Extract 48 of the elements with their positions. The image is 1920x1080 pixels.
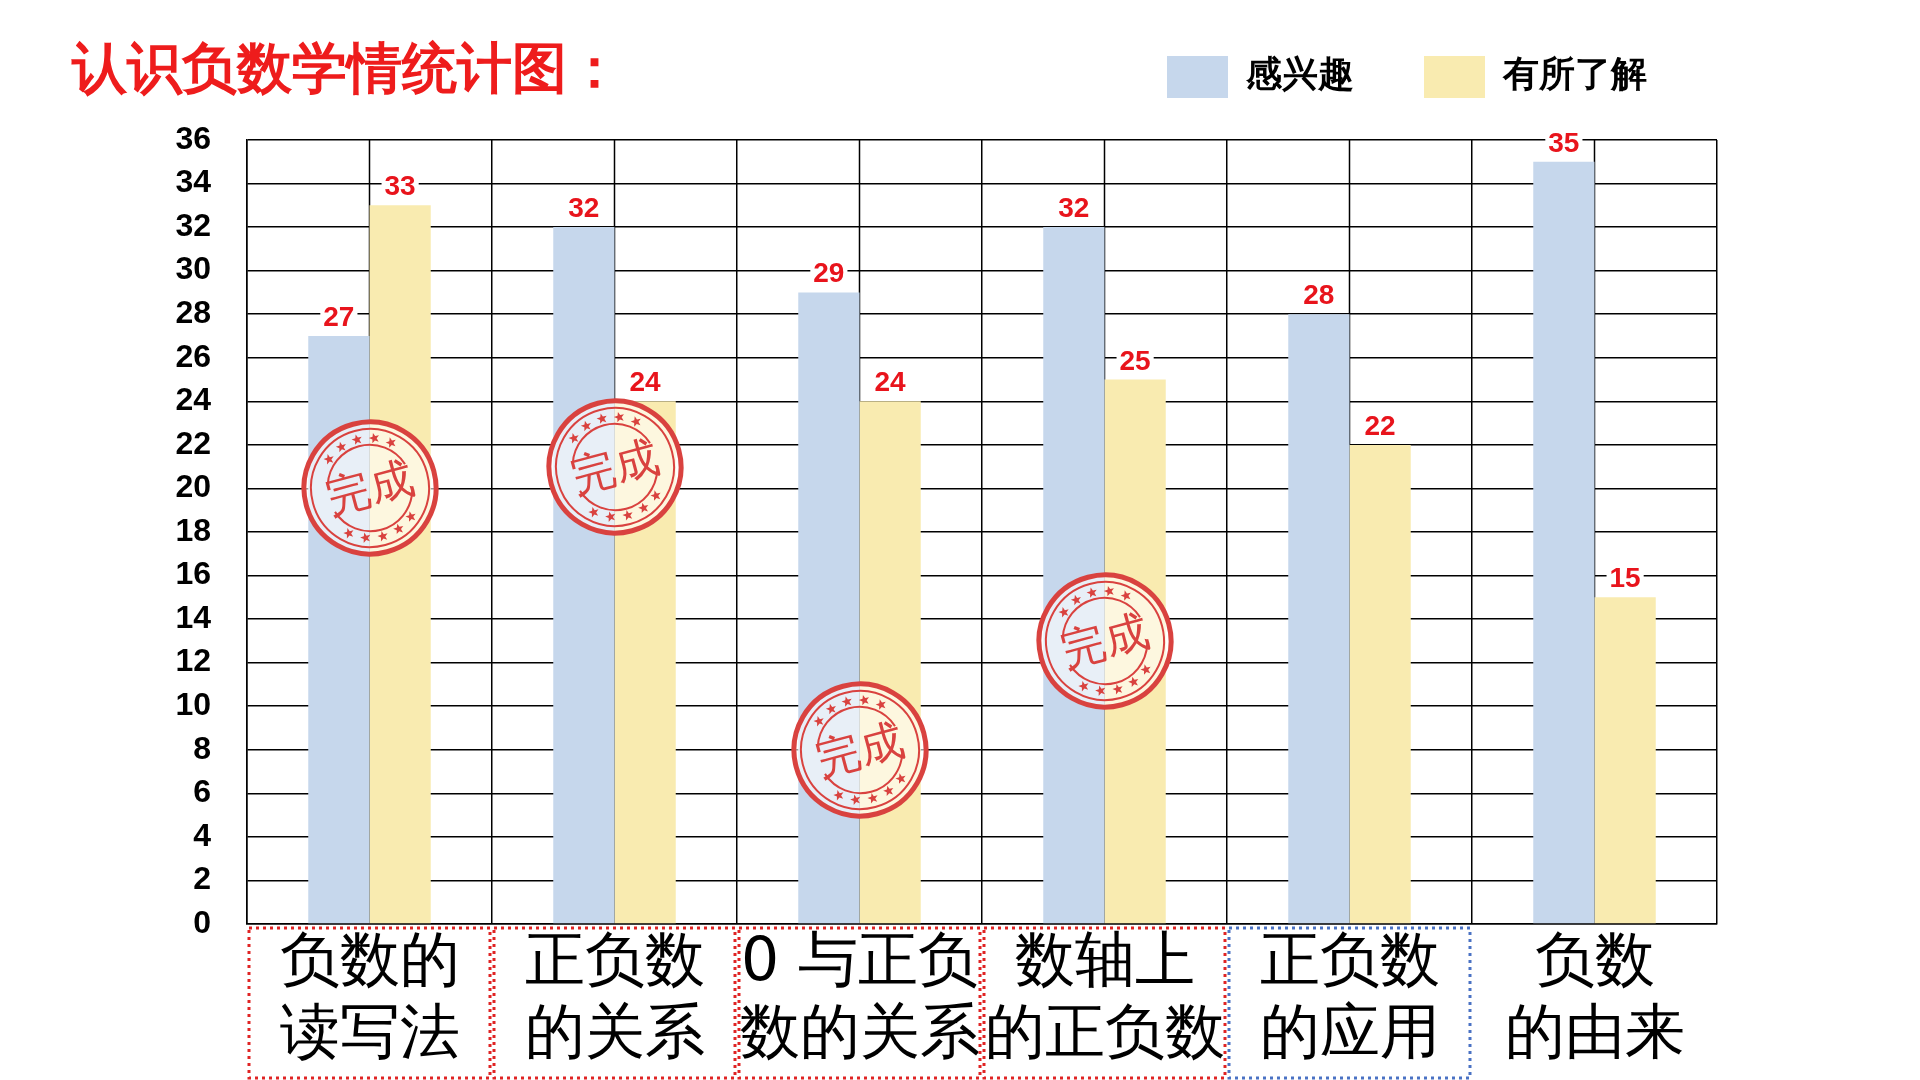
y-tick-label: 32 bbox=[175, 206, 211, 243]
legend-label: 感兴趣 bbox=[1245, 53, 1354, 95]
data-label: 29 bbox=[813, 257, 845, 289]
y-tick-label: 14 bbox=[175, 598, 212, 635]
annotation: 完成 bbox=[320, 451, 419, 524]
y-tick-label: 10 bbox=[175, 686, 211, 723]
data-label: 15 bbox=[1609, 562, 1641, 594]
y-tick-label: 28 bbox=[175, 294, 211, 331]
x-tick-label: 0 与正负数的关系 bbox=[739, 923, 980, 1066]
x-tick-label: 负数的由来 bbox=[1504, 923, 1685, 1066]
y-tick-label: 16 bbox=[175, 555, 211, 592]
bar bbox=[1288, 314, 1350, 924]
data-label: 32 bbox=[1058, 192, 1090, 224]
y-tick-label: 2 bbox=[193, 860, 211, 897]
y-tick-label: 12 bbox=[175, 642, 211, 679]
data-label: 22 bbox=[1364, 409, 1396, 441]
annotation: 完成 bbox=[565, 430, 664, 503]
x-tick-label: 正负数的关系 bbox=[524, 923, 705, 1066]
bar bbox=[1349, 444, 1411, 924]
legend-label: 有所了解 bbox=[1502, 53, 1647, 95]
y-tick-label: 18 bbox=[175, 511, 211, 548]
y-tick-label: 8 bbox=[193, 729, 211, 766]
data-label: 28 bbox=[1303, 279, 1335, 311]
y-tick-label: 30 bbox=[175, 250, 211, 287]
annotation: 完成 bbox=[1055, 604, 1154, 677]
y-tick-label: 34 bbox=[175, 163, 212, 200]
data-label: 33 bbox=[384, 170, 416, 202]
bar bbox=[1533, 161, 1595, 924]
y-tick-label: 36 bbox=[175, 119, 211, 156]
data-label: 24 bbox=[874, 366, 907, 398]
y-tick-label: 20 bbox=[175, 468, 211, 505]
y-tick-label: 4 bbox=[193, 816, 212, 853]
y-tick-label: 24 bbox=[175, 381, 212, 418]
annotation: 完成 bbox=[810, 713, 909, 786]
y-tick-label: 22 bbox=[175, 424, 211, 461]
data-label: 27 bbox=[323, 301, 355, 332]
chart-title: 认识负数学情统计图： bbox=[72, 36, 622, 100]
y-tick-label: 26 bbox=[175, 337, 211, 374]
x-tick-label: 正负数的应用 bbox=[1259, 923, 1440, 1066]
data-label: 25 bbox=[1119, 344, 1151, 376]
data-label: 24 bbox=[629, 366, 662, 398]
y-tick-label: 6 bbox=[193, 773, 211, 810]
x-tick-label: 数轴上的正负数 bbox=[984, 923, 1225, 1066]
y-tick-label: 0 bbox=[193, 903, 211, 940]
data-label: 35 bbox=[1548, 126, 1580, 158]
data-label: 32 bbox=[568, 192, 600, 224]
x-tick-label: 负数的读写法 bbox=[279, 923, 460, 1066]
bar bbox=[1594, 597, 1656, 924]
